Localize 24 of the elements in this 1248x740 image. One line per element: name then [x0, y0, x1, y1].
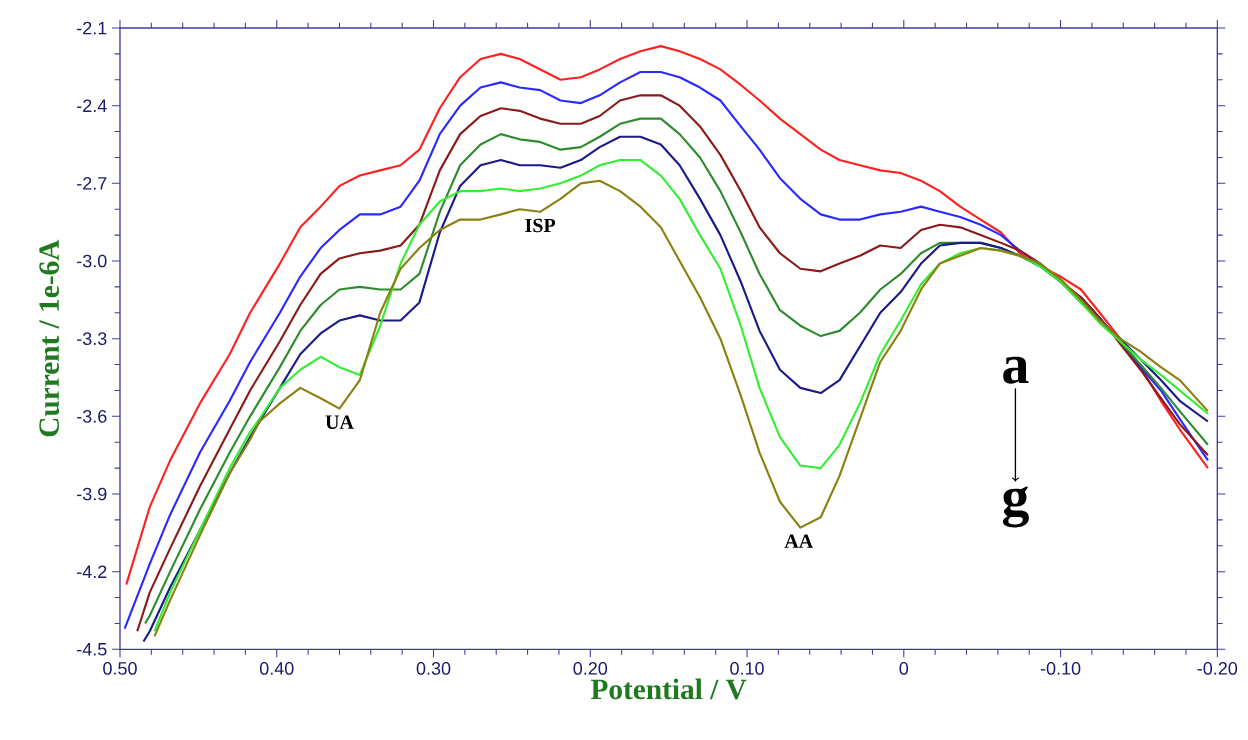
y-tick-label: -3.3 — [77, 332, 107, 346]
y-tick-label: -2.4 — [77, 99, 107, 112]
y-tick-label: -4.5 — [77, 643, 107, 656]
annotation: AA — [784, 534, 814, 548]
y-tick-label: -2.1 — [77, 21, 107, 35]
x-tick-label: 0.20 — [573, 662, 608, 675]
y-tick-label: -2.7 — [77, 177, 107, 190]
annotation: a — [1003, 356, 1029, 384]
x-tick-label: -0.20 — [1197, 662, 1238, 675]
y-tick-label: -3.6 — [77, 409, 107, 423]
y-tick-label: -3.0 — [77, 254, 107, 268]
y-tick-label: -3.9 — [77, 487, 107, 501]
y-tick-label: -4.2 — [77, 565, 107, 578]
x-tick-label: 0.30 — [416, 662, 451, 675]
annotation: ISP — [525, 218, 556, 233]
x-tick-label: 0 — [899, 662, 909, 675]
y-axis-title: Current / 1e-6A — [39, 239, 60, 437]
annotation: g — [1002, 486, 1029, 528]
annotation: UA — [325, 415, 354, 429]
x-tick-label: -0.10 — [1040, 662, 1081, 675]
x-tick-label: 0.50 — [103, 662, 137, 675]
x-tick-label: 0.40 — [259, 662, 294, 675]
x-tick-label: 0.10 — [730, 662, 764, 675]
x-axis-title: Potential / V — [590, 678, 747, 700]
